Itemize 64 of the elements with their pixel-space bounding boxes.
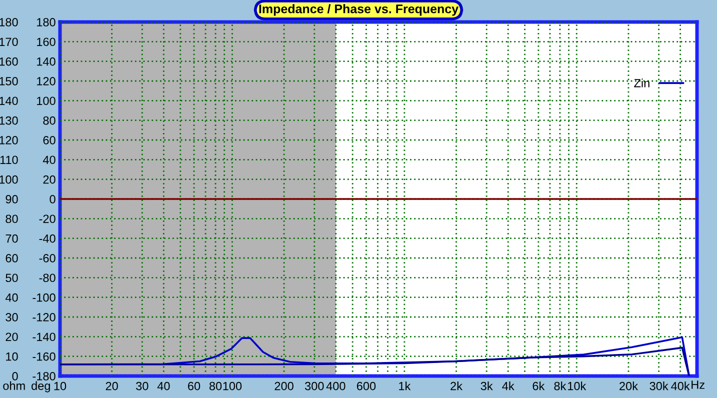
y-tick-label: 50 (6, 274, 18, 282)
x-tick-label: 400 (326, 382, 346, 390)
x-tick-label: 600 (356, 382, 376, 390)
y-axis-title: ohm (3, 381, 25, 390)
y2-tick-label: -120 (32, 313, 56, 322)
y-tick-label: 80 (6, 214, 18, 224)
x-tick-label: 40 (157, 382, 170, 390)
y2-tick-label: -180 (32, 372, 56, 380)
x-tick-label: 30k (650, 382, 668, 390)
y2-tick-label: 120 (37, 77, 56, 86)
y-tick-label: 150 (0, 77, 18, 86)
y-tick-label: 180 (0, 18, 18, 26)
x-tick-label: 200 (274, 382, 294, 390)
x-tick-label: 4k (502, 382, 514, 390)
x-tick-label: 30 (136, 382, 148, 390)
x-tick-label: 10k (568, 382, 586, 390)
y-tick-label: 90 (6, 195, 18, 204)
x-tick-label: 80 (209, 382, 222, 390)
y2-tick-label: -60 (39, 254, 56, 262)
legend-label: Zin (634, 78, 650, 88)
y-tick-label: 60 (6, 254, 18, 262)
x-tick-label: 6k (532, 382, 545, 390)
y2-tick-label: -80 (39, 274, 56, 282)
x-tick-label: 10 (54, 382, 66, 390)
y2-tick-label: 0 (50, 195, 56, 204)
x-tick-label: 1k (399, 382, 411, 390)
y2-tick-label: 20 (43, 175, 56, 184)
x-tick-label: 20k (620, 382, 638, 390)
y-tick-label: 10 (6, 352, 18, 361)
y-tick-label: 70 (6, 234, 18, 243)
y2-tick-label: -140 (32, 332, 56, 342)
x-axis-title: Hz (692, 380, 704, 389)
y-tick-label: 100 (0, 175, 18, 184)
y-tick-label: 0 (12, 372, 18, 380)
y-tick-label: 120 (0, 136, 18, 144)
y-tick-label: 20 (6, 332, 18, 342)
y2-tick-label: -160 (32, 352, 56, 361)
y2-tick-label: -20 (39, 214, 56, 224)
y-tick-label: 170 (0, 38, 18, 46)
y2-tick-label: -40 (39, 234, 56, 243)
x-tick-label: 20 (106, 382, 118, 390)
y2-tick-label: 40 (42, 156, 56, 164)
y2-tick-label: 100 (37, 96, 56, 106)
y2-tick-label: 160 (37, 38, 56, 46)
y2-tick-label: 140 (37, 57, 56, 66)
x-tick-label: 60 (188, 382, 200, 390)
y2-tick-label: -100 (32, 293, 56, 302)
x-tick-label: 100 (223, 382, 242, 390)
chart-title: Impedance / Phase vs. Frequency (259, 4, 458, 16)
x-tick-label: 40k (671, 382, 690, 390)
x-tick-label: 3k (480, 382, 493, 390)
x-tick-label: 300 (304, 382, 324, 390)
y-tick-label: 140 (0, 96, 18, 106)
y2-tick-label: 180 (37, 18, 56, 26)
x-tick-label: 8k (554, 382, 566, 390)
y-tick-label: 110 (0, 156, 18, 164)
y2-tick-label: 60 (43, 136, 56, 144)
y2-axis-title: deg (32, 381, 50, 392)
y-tick-label: 130 (0, 116, 18, 125)
x-tick-label: 2k (450, 382, 463, 390)
y-tick-label: 40 (5, 293, 18, 302)
y2-tick-label: 80 (43, 116, 56, 125)
y-tick-label: 160 (0, 57, 18, 66)
y-tick-label: 30 (6, 313, 18, 322)
